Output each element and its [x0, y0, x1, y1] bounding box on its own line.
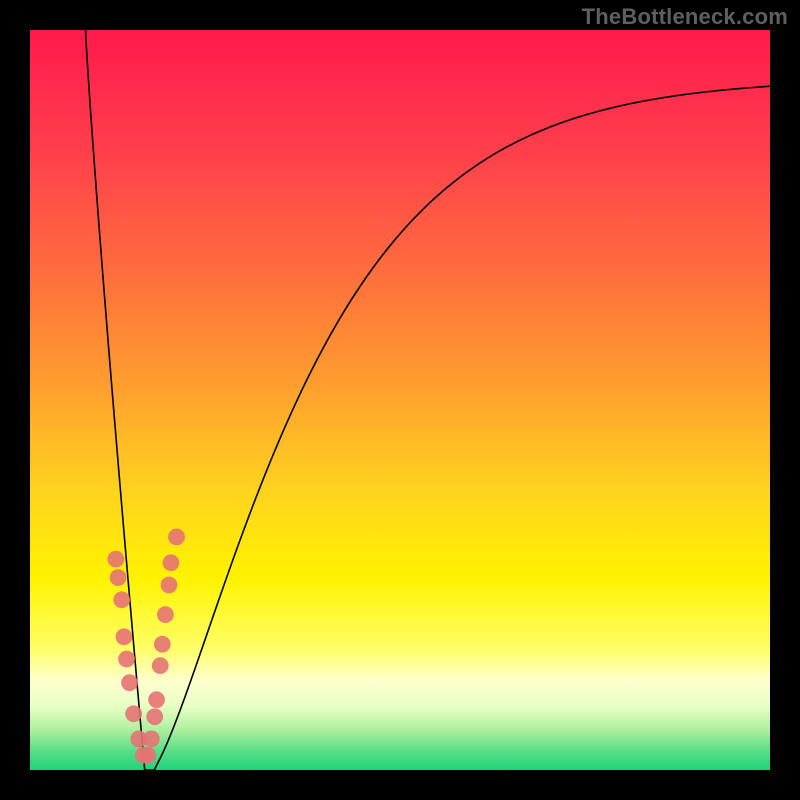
data-marker — [168, 529, 185, 546]
data-marker — [152, 657, 169, 674]
data-marker — [107, 551, 124, 568]
data-marker — [110, 569, 127, 586]
data-marker — [125, 705, 142, 722]
plot-background — [30, 30, 770, 770]
data-marker — [121, 674, 138, 691]
data-marker — [113, 591, 130, 608]
watermark-text: TheBottleneck.com — [582, 4, 788, 30]
chart-svg — [0, 0, 800, 800]
data-marker — [148, 691, 165, 708]
chart-container: { "watermark": "TheBottleneck.com", "cha… — [0, 0, 800, 800]
data-marker — [146, 708, 163, 725]
data-marker — [161, 577, 178, 594]
data-marker — [154, 636, 171, 653]
data-marker — [116, 628, 133, 645]
data-marker — [157, 606, 174, 623]
data-marker — [143, 731, 160, 748]
data-marker — [118, 651, 135, 668]
data-marker — [163, 554, 180, 571]
data-marker — [139, 747, 156, 764]
